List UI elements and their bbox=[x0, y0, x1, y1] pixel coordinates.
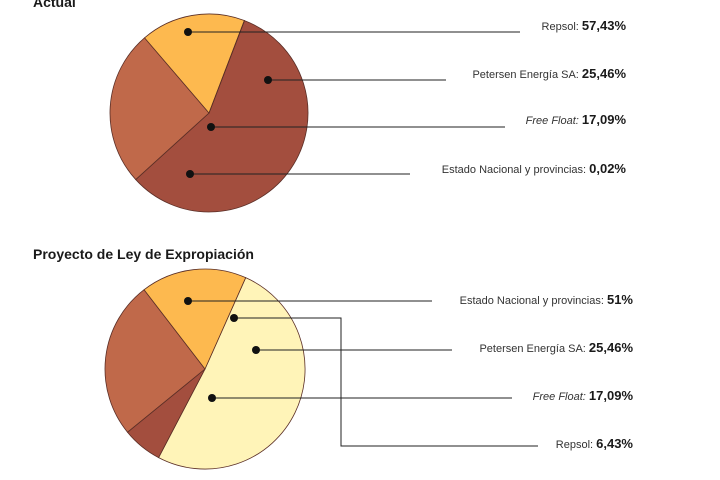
leader-dot-0-petersen-energia-sa bbox=[264, 76, 272, 84]
data-label-1-estado-nacional-y-provincias: Estado Nacional y provincias: 51% bbox=[460, 292, 634, 307]
data-label-0-free-float: Free Float: 17,09% bbox=[526, 112, 627, 127]
leader-dot-1-repsol bbox=[230, 314, 238, 322]
data-label-0-repsol: Repsol: 57,43% bbox=[542, 18, 627, 33]
leader-line-1-repsol bbox=[234, 317, 538, 447]
data-label-0-estado-nacional-y-provincias: Estado Nacional y provincias: 0,02% bbox=[442, 161, 627, 176]
data-label-1-free-float: Free Float: 17,09% bbox=[533, 388, 634, 403]
pie-slice-0-repsol bbox=[135, 20, 309, 213]
pie-slice-1-free-float bbox=[143, 268, 247, 370]
pie-slice-0-petersen-energia-sa bbox=[109, 37, 210, 181]
leader-dot-1-estado-nacional-y-provincias bbox=[184, 297, 192, 305]
pie-slice-1-estado-nacional-y-provincias bbox=[158, 277, 306, 470]
leader-dot-0-repsol bbox=[184, 28, 192, 36]
leader-dot-1-free-float bbox=[208, 394, 216, 402]
leader-dot-0-estado-nacional-y-provincias bbox=[186, 170, 194, 178]
data-label-1-petersen-energia-sa: Petersen Energía SA: 25,46% bbox=[479, 340, 633, 355]
data-label-0-petersen-energia-sa: Petersen Energía SA: 25,46% bbox=[472, 66, 626, 81]
pie-slice-0-free-float bbox=[144, 13, 245, 114]
data-label-1-repsol: Repsol: 6,43% bbox=[556, 436, 634, 451]
leader-dot-0-free-float bbox=[207, 123, 215, 131]
pie-slice-1-petersen-energia-sa bbox=[104, 289, 206, 433]
pie-slice-0-estado-nacional-y-provincias bbox=[208, 20, 245, 114]
chart-title-actual: Actual bbox=[33, 0, 76, 10]
chart-title-proyecto: Proyecto de Ley de Expropiación bbox=[33, 246, 254, 262]
leader-dot-1-petersen-energia-sa bbox=[252, 346, 260, 354]
